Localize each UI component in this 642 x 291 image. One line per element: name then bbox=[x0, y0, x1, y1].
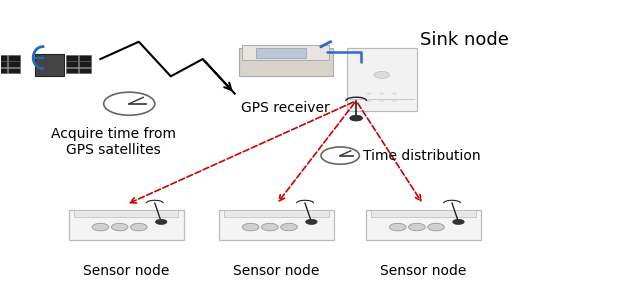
Bar bbox=[8, 68, 20, 73]
Circle shape bbox=[374, 71, 390, 78]
FancyBboxPatch shape bbox=[224, 210, 329, 217]
Bar bbox=[66, 68, 78, 73]
Bar bbox=[79, 68, 91, 73]
FancyBboxPatch shape bbox=[371, 210, 476, 217]
Text: Sensor node: Sensor node bbox=[233, 264, 320, 278]
FancyBboxPatch shape bbox=[219, 210, 334, 240]
Bar bbox=[0, 68, 7, 73]
Bar bbox=[0, 55, 7, 61]
Circle shape bbox=[111, 223, 128, 231]
Circle shape bbox=[261, 223, 278, 231]
Text: GPS receiver: GPS receiver bbox=[241, 101, 330, 115]
Circle shape bbox=[428, 223, 444, 231]
FancyBboxPatch shape bbox=[69, 210, 184, 240]
FancyBboxPatch shape bbox=[347, 47, 417, 111]
Bar bbox=[79, 55, 91, 61]
Circle shape bbox=[281, 223, 297, 231]
Circle shape bbox=[367, 93, 372, 95]
Circle shape bbox=[367, 100, 372, 102]
Bar bbox=[0, 61, 7, 67]
Bar bbox=[8, 55, 20, 61]
FancyBboxPatch shape bbox=[366, 210, 481, 240]
Bar bbox=[66, 55, 78, 61]
Bar bbox=[66, 61, 78, 67]
Text: Acquire time from
GPS satellites: Acquire time from GPS satellites bbox=[51, 127, 176, 157]
Text: Sensor node: Sensor node bbox=[380, 264, 467, 278]
FancyBboxPatch shape bbox=[74, 210, 178, 217]
Circle shape bbox=[379, 93, 385, 95]
Circle shape bbox=[379, 100, 385, 102]
FancyBboxPatch shape bbox=[239, 48, 333, 76]
Circle shape bbox=[350, 115, 363, 121]
Bar bbox=[79, 61, 91, 67]
Text: Sensor node: Sensor node bbox=[83, 264, 169, 278]
Circle shape bbox=[392, 100, 397, 102]
Text: Sink node: Sink node bbox=[420, 31, 509, 49]
Circle shape bbox=[92, 223, 108, 231]
Circle shape bbox=[390, 223, 406, 231]
FancyBboxPatch shape bbox=[256, 48, 306, 58]
Bar bbox=[8, 61, 20, 67]
Circle shape bbox=[306, 219, 317, 224]
Circle shape bbox=[130, 223, 147, 231]
Circle shape bbox=[155, 219, 167, 224]
Circle shape bbox=[243, 223, 259, 231]
Text: Time distribution: Time distribution bbox=[363, 149, 480, 163]
Circle shape bbox=[453, 219, 464, 224]
FancyBboxPatch shape bbox=[243, 45, 329, 60]
FancyBboxPatch shape bbox=[35, 54, 64, 76]
Circle shape bbox=[392, 93, 397, 95]
Circle shape bbox=[408, 223, 425, 231]
